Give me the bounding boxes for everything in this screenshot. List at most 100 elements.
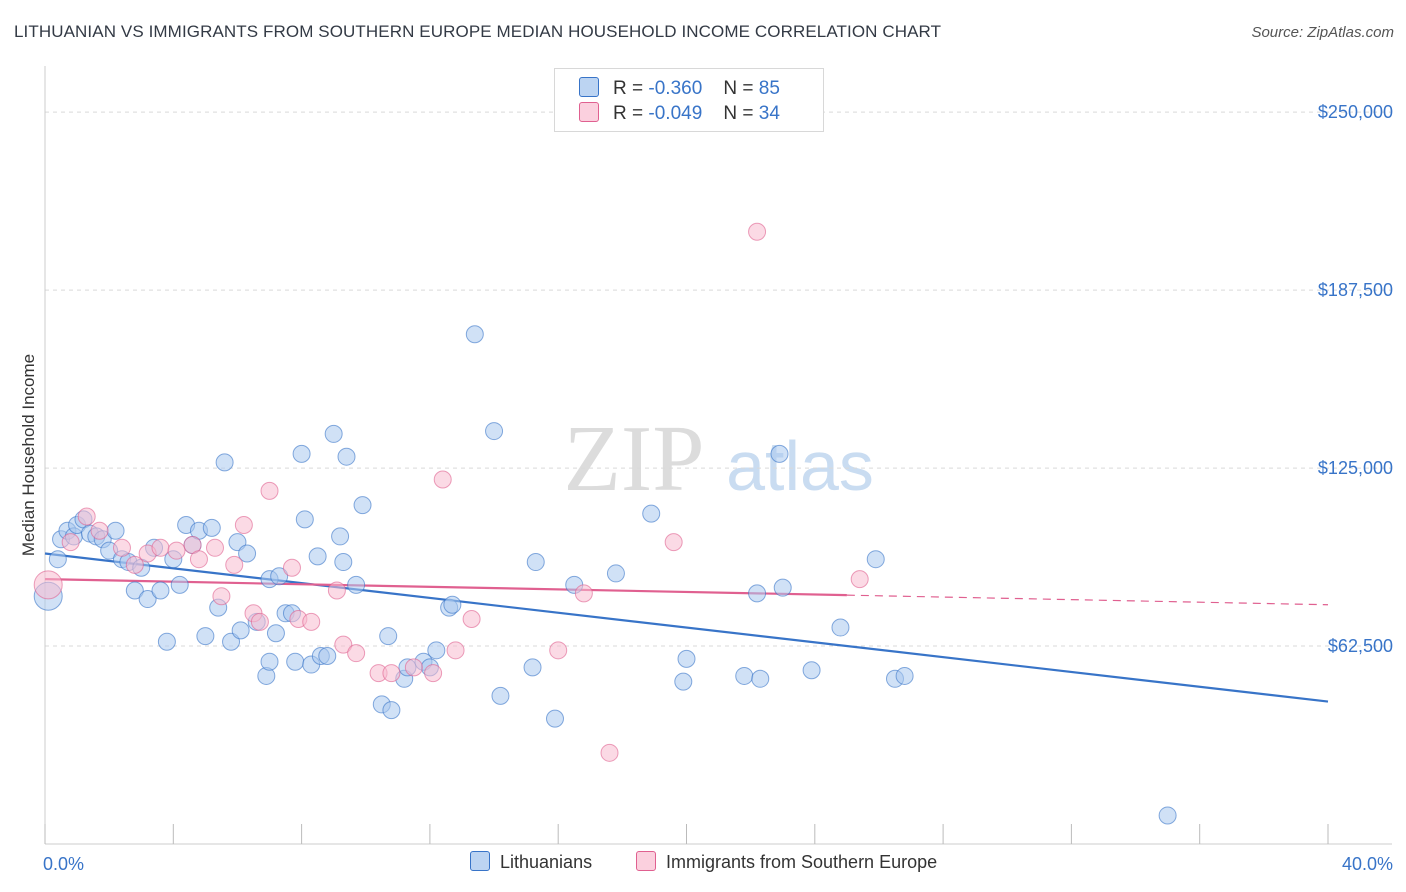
- southern-europe-point: [462, 609, 481, 628]
- bottom-legend-label: Lithuanians: [500, 852, 593, 872]
- lithuanian-point: [735, 666, 754, 685]
- lithuanian-point: [465, 325, 484, 344]
- lithuanian-point: [526, 553, 545, 572]
- legend-blue-r: -0.360: [648, 78, 703, 99]
- southern-europe-point: [446, 641, 465, 660]
- lithuanian-point: [318, 647, 337, 666]
- source-label: Source: ZipAtlas.com: [1251, 24, 1394, 41]
- lithuanian-point: [308, 547, 327, 566]
- legend-n-label: N =: [723, 78, 754, 99]
- legend-n-label: N =: [723, 103, 754, 124]
- lithuanian-point: [866, 550, 885, 569]
- zipatlas-watermark: ZIP atlas: [564, 407, 874, 511]
- trend-line-southern-europe-extrapolated: [846, 594, 1329, 606]
- lithuanian-point: [773, 578, 792, 597]
- bottom-legend-lithuanians: Lithuanians: [470, 851, 592, 873]
- lithuanian-point: [202, 518, 221, 537]
- axes: [44, 66, 1392, 845]
- southern-europe-point: [77, 507, 96, 526]
- legend-swatch-blue: [470, 851, 490, 871]
- lithuanian-point: [125, 581, 144, 600]
- southern-europe-point: [260, 481, 279, 500]
- lithuanian-point: [353, 496, 372, 515]
- y-tick-label: $250,000: [1318, 102, 1393, 122]
- lithuanian-point: [238, 544, 257, 563]
- southern-europe-point: [424, 664, 443, 683]
- lithuanian-point: [382, 701, 401, 720]
- lithuanian-point: [748, 584, 767, 603]
- southern-europe-point: [125, 555, 144, 574]
- lithuanian-point: [231, 621, 250, 640]
- lithuanian-point: [427, 641, 446, 660]
- southern-europe-point: [90, 521, 109, 540]
- lithuanian-point: [260, 652, 279, 671]
- legend-r-label: R =: [613, 78, 644, 99]
- bottom-legend-southern-europe: Immigrants from Southern Europe: [636, 851, 937, 873]
- lithuanian-point: [642, 504, 661, 523]
- southern-europe-point: [189, 550, 208, 569]
- stats-legend: R = -0.360 N = 85 R = -0.049 N = 34: [554, 68, 824, 132]
- lithuanian-point: [379, 627, 398, 646]
- lithuanian-point: [347, 575, 366, 594]
- lithuanian-point: [491, 686, 510, 705]
- chart-title: LITHUANIAN VS IMMIGRANTS FROM SOUTHERN E…: [14, 22, 942, 41]
- lithuanian-point: [674, 672, 693, 691]
- x-tick-label: 0.0%: [43, 854, 84, 874]
- southern-europe-point: [167, 541, 186, 560]
- southern-europe-point: [850, 570, 869, 589]
- lithuanian-point: [606, 564, 625, 583]
- southern-europe-point: [205, 538, 224, 557]
- lithuanian-point: [677, 649, 696, 668]
- y-tick-label: $187,500: [1318, 280, 1393, 300]
- lithuanian-point: [523, 658, 542, 677]
- lithuanian-point: [157, 632, 176, 651]
- southern-europe-point: [302, 612, 321, 631]
- bottom-legend-label: Immigrants from Southern Europe: [666, 852, 938, 872]
- y-axis-label: Median Household Income: [19, 354, 38, 556]
- lithuanian-point: [802, 661, 821, 680]
- southern-europe-point: [282, 558, 301, 577]
- southern-europe-point: [151, 538, 170, 557]
- southern-europe-point: [404, 658, 423, 677]
- lithuanian-point: [443, 595, 462, 614]
- tick-labels: $62,500 $125,000 $187,500 $250,000 0.0% 40.0%: [43, 102, 1393, 874]
- lithuanian-point: [106, 521, 125, 540]
- lithuanian-point: [286, 652, 305, 671]
- lithuanian-point: [151, 581, 170, 600]
- lithuanian-point: [324, 424, 343, 443]
- southern-europe-point: [433, 470, 452, 489]
- lithuanian-point: [266, 624, 285, 643]
- gridlines: [45, 111, 1392, 647]
- southern-europe-point: [549, 641, 568, 660]
- southern-europe-point: [327, 581, 346, 600]
- lithuanian-point: [292, 444, 311, 463]
- x-tick-label: 40.0%: [1342, 854, 1393, 874]
- legend-pink-r: -0.049: [648, 103, 703, 124]
- legend-swatch-blue: [579, 77, 599, 97]
- southern-europe-point: [234, 516, 253, 535]
- legend-blue-n: 85: [758, 78, 780, 99]
- lithuanian-point: [170, 575, 189, 594]
- y-tick-label: $62,500: [1328, 636, 1393, 656]
- southern-europe-point: [61, 533, 80, 552]
- lithuanian-point: [831, 618, 850, 637]
- watermark-atlas: atlas: [726, 427, 874, 505]
- legend-r-label: R =: [613, 103, 644, 124]
- lithuanian-point: [485, 422, 504, 441]
- watermark-zip: ZIP: [564, 407, 705, 511]
- southern-europe-point: [382, 664, 401, 683]
- southern-europe-point: [664, 533, 683, 552]
- legend-swatch-pink: [579, 102, 599, 122]
- lithuanian-point: [196, 627, 215, 646]
- southern-europe-point: [112, 538, 131, 557]
- lithuanian-point: [337, 447, 356, 466]
- southern-europe-point: [748, 222, 767, 241]
- lithuanian-point: [895, 666, 914, 685]
- lithuanian-point: [751, 669, 770, 688]
- y-tick-label: $125,000: [1318, 458, 1393, 478]
- southern-europe-point: [600, 743, 619, 762]
- lithuanian-point: [331, 527, 350, 546]
- legend-row-lithuanians: R = -0.360 N = 85: [579, 77, 780, 101]
- lithuanian-point: [545, 709, 564, 728]
